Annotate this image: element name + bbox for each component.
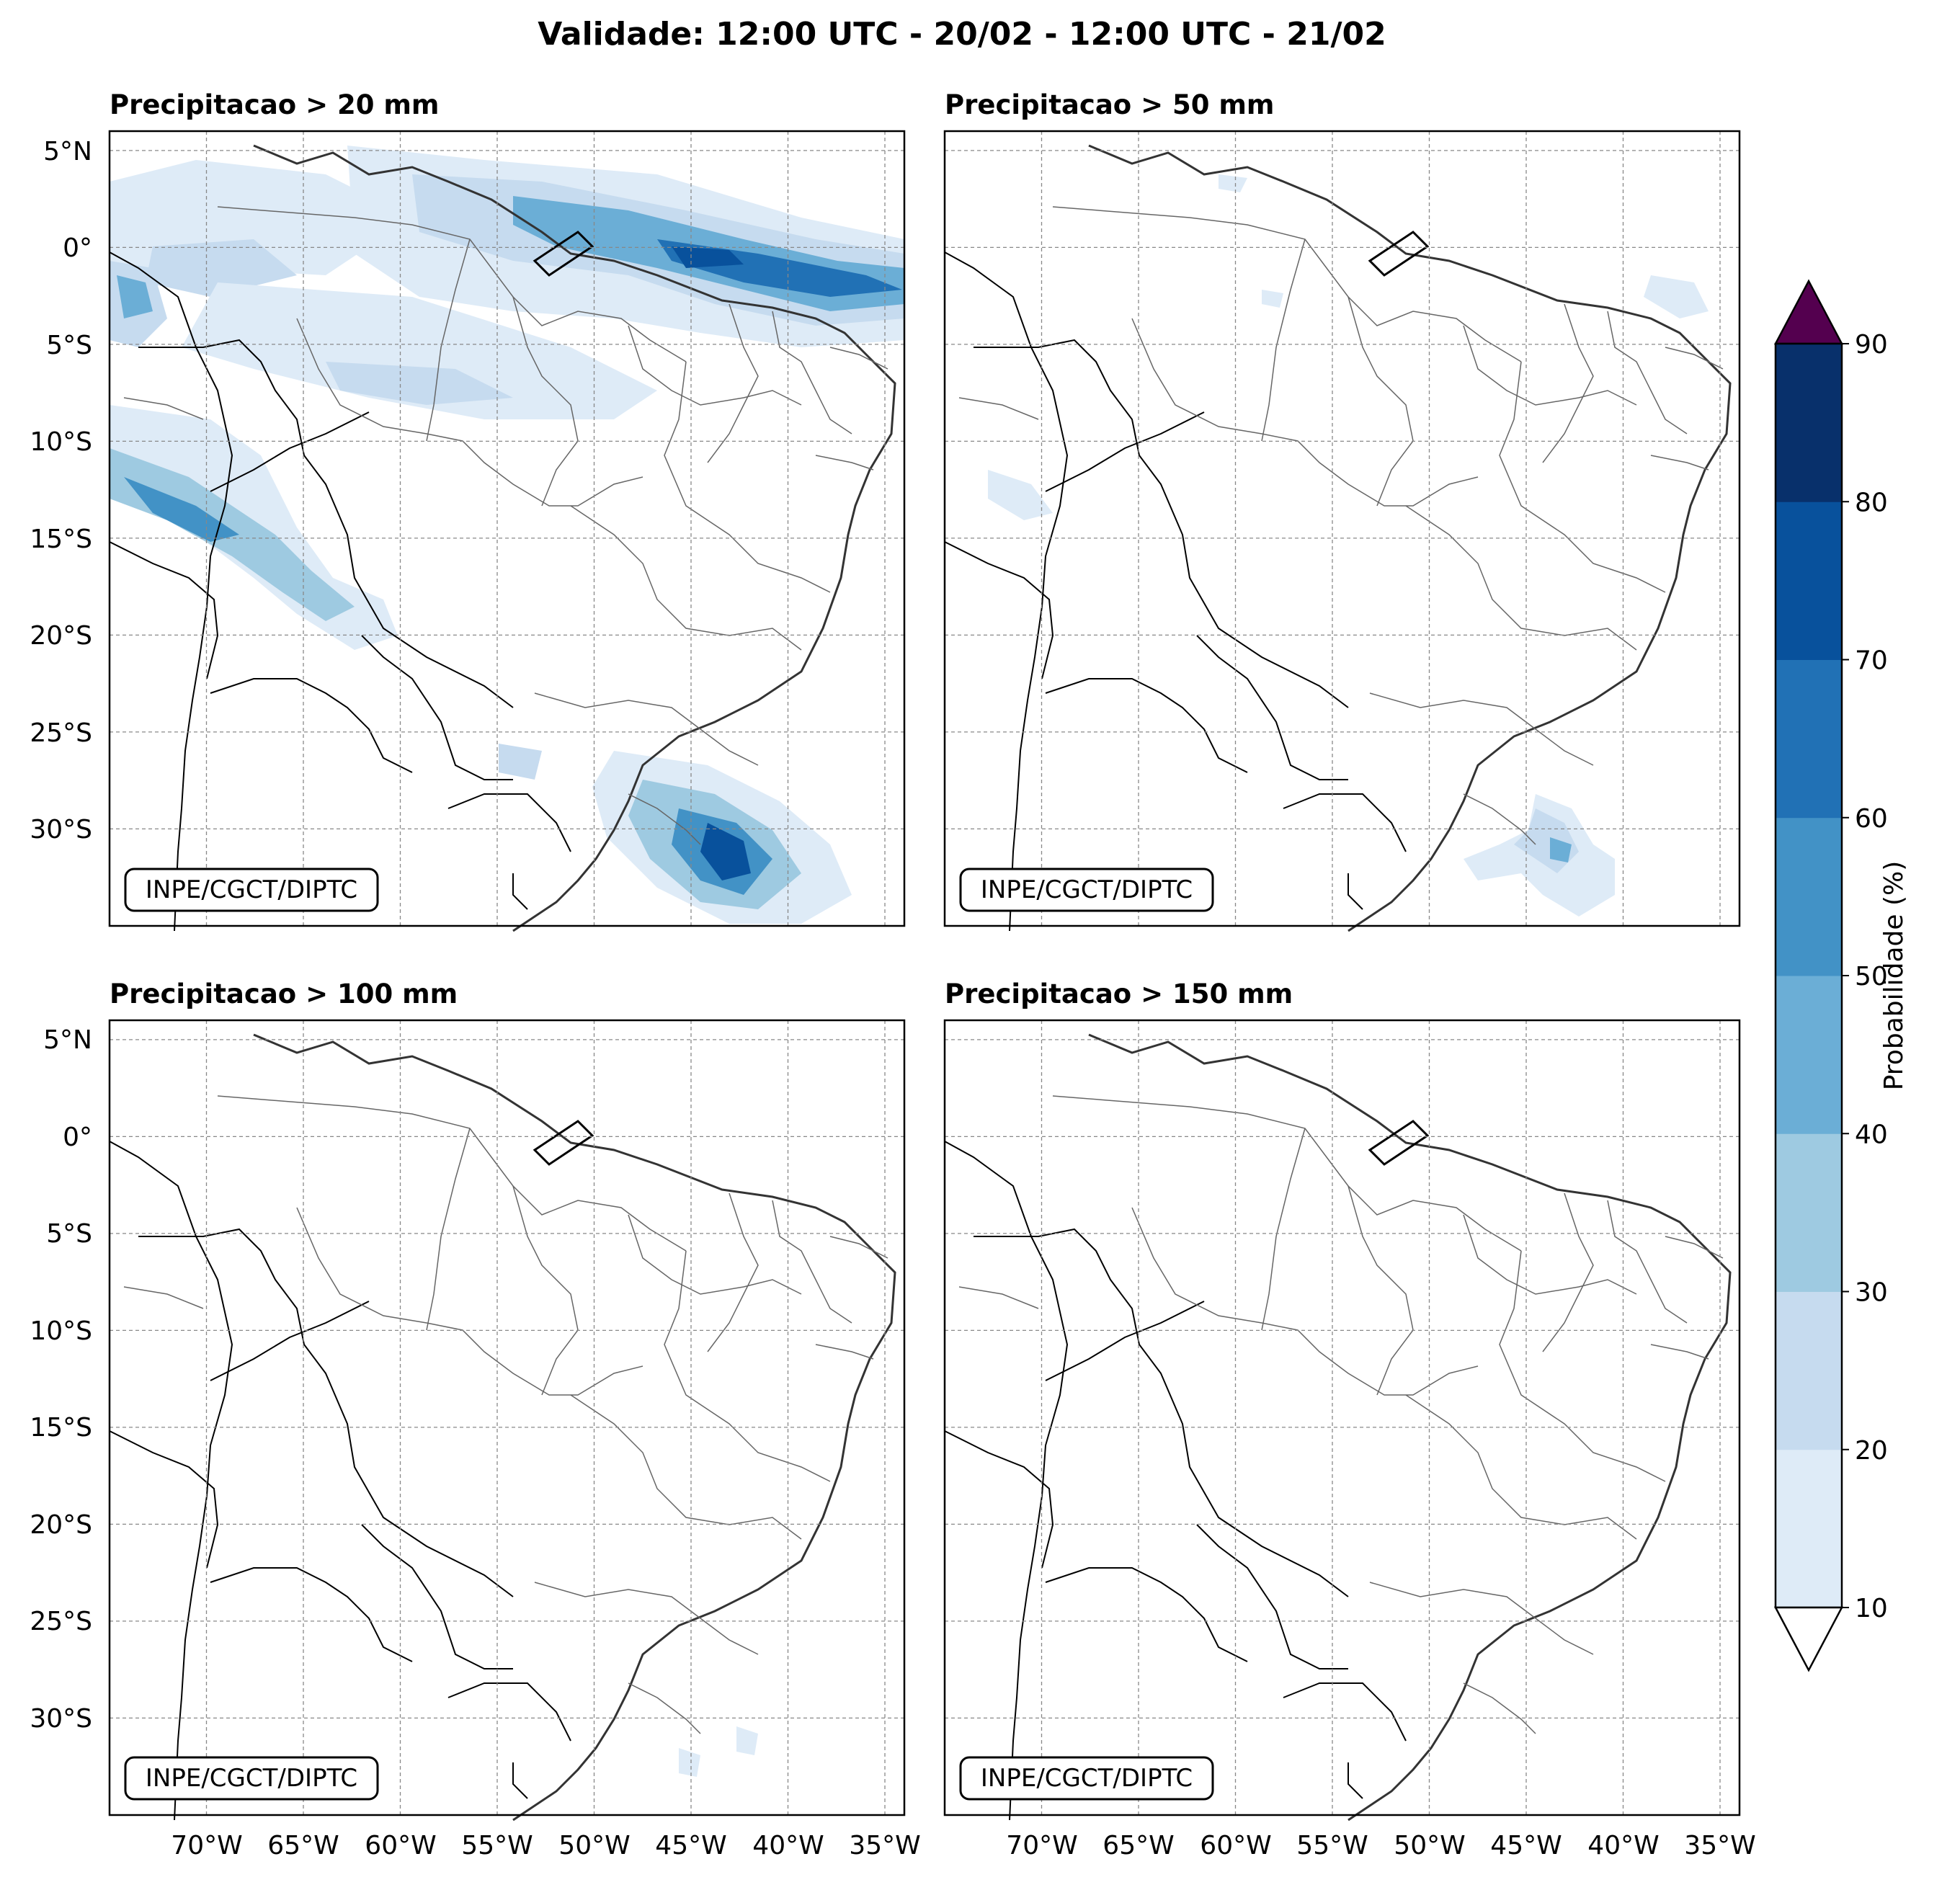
colorbar: 10 20 30 40 50 60 70 80 90 Probabilidade (%) <box>1773 279 1909 1672</box>
panel-4-map <box>943 1019 1741 1822</box>
colorbar-tick-label: 20 <box>1855 1436 1888 1466</box>
panel-1-title: Precipitacao > 20 mm <box>110 89 439 120</box>
colorbar-tick-label: 70 <box>1855 646 1888 676</box>
lon-label: 45°W <box>655 1831 726 1860</box>
panel-1-probability-field <box>110 146 904 924</box>
colorbar-segment <box>1776 1449 1842 1608</box>
panel-3-title: Precipitacao > 100 mm <box>110 978 458 1009</box>
lat-labels-bottom: 5°N 0° 5°S 10°S 15°S 20°S 25°S 30°S <box>30 1025 92 1734</box>
lon-label: 55°W <box>1296 1831 1368 1860</box>
panel-2: Precipitacao > 50 mm INPE/CGCT/DIPTC <box>943 89 1741 932</box>
colorbar-label: Probabilidade (%) <box>1879 861 1909 1091</box>
lon-labels-left: 70°W 65°W 60°W 55°W 50°W 45°W 40°W 35°W <box>171 1831 920 1860</box>
colorbar-tick-label: 40 <box>1855 1120 1888 1149</box>
colorbar-under-triangle <box>1773 1606 1844 1672</box>
lon-label: 70°W <box>1006 1831 1077 1860</box>
lon-labels-right: 70°W 65°W 60°W 55°W 50°W 45°W 40°W 35°W <box>1006 1831 1755 1860</box>
panel-3: Precipitacao > 100 mm INPE/CGCT/DIPTC <box>108 978 906 1822</box>
panel-4-title: Precipitacao > 150 mm <box>945 978 1293 1009</box>
colorbar-segment <box>1776 659 1842 819</box>
lon-label: 70°W <box>171 1831 242 1860</box>
panel-4-credit: INPE/CGCT/DIPTC <box>981 1764 1193 1793</box>
lon-label: 50°W <box>1394 1831 1465 1860</box>
colorbar-over-triangle <box>1773 279 1844 345</box>
colorbar-segments <box>1776 344 1842 1608</box>
panel-2-credit: INPE/CGCT/DIPTC <box>981 875 1193 904</box>
lon-label: 40°W <box>752 1831 824 1860</box>
lat-label: 10°S <box>30 427 92 457</box>
panel-3-map <box>108 1019 906 1822</box>
panel-1-credit-box: INPE/CGCT/DIPTC <box>124 868 379 912</box>
colorbar-segment <box>1776 1133 1842 1292</box>
panel-1-credit: INPE/CGCT/DIPTC <box>146 875 357 904</box>
lat-label: 30°S <box>30 815 92 844</box>
colorbar-tick-label: 10 <box>1855 1594 1888 1623</box>
lat-label: 0° <box>63 233 92 263</box>
figure-title: Validade: 12:00 UTC - 20/02 - 12:00 UTC … <box>538 16 1386 53</box>
colorbar-tick-label: 50 <box>1855 962 1888 991</box>
lon-label: 60°W <box>365 1831 436 1860</box>
lon-label: 45°W <box>1490 1831 1562 1860</box>
lat-label: 25°S <box>30 718 92 748</box>
lat-label: 20°S <box>30 621 92 651</box>
panel-2-probability-field <box>988 174 1709 917</box>
lat-label: 0° <box>63 1123 92 1152</box>
colorbar-segment <box>1776 817 1842 976</box>
lat-labels-top: 5°N 0° 5°S 10°S 15°S 20°S 25°S 30°S <box>30 137 92 844</box>
colorbar-ticks: 10 20 30 40 50 60 70 80 90 <box>1842 330 1888 1623</box>
panel-1-gridlines <box>110 131 904 926</box>
lon-label: 40°W <box>1587 1831 1659 1860</box>
lat-label: 5°S <box>46 331 92 360</box>
panel-2-credit-box: INPE/CGCT/DIPTC <box>959 868 1214 912</box>
lat-label: 20°S <box>30 1510 92 1540</box>
lon-label: 55°W <box>461 1831 533 1860</box>
colorbar-segment <box>1776 344 1842 502</box>
colorbar-tick-label: 60 <box>1855 804 1888 834</box>
lon-label: 35°W <box>1684 1831 1755 1860</box>
panel-4-credit-box: INPE/CGCT/DIPTC <box>959 1756 1214 1801</box>
colorbar-segment <box>1776 976 1842 1134</box>
colorbar-segment <box>1776 1291 1842 1450</box>
lat-label: 5°N <box>43 137 92 166</box>
panel-3-credit-box: INPE/CGCT/DIPTC <box>124 1756 379 1801</box>
colorbar-tick-label: 30 <box>1855 1278 1888 1308</box>
lon-label: 60°W <box>1200 1831 1271 1860</box>
panel-1: Precipitacao > 20 mm <box>108 89 906 932</box>
panel-2-map <box>943 130 1741 932</box>
lon-label: 65°W <box>1102 1831 1174 1860</box>
panel-2-title: Precipitacao > 50 mm <box>945 89 1274 120</box>
lat-label: 5°S <box>46 1219 92 1249</box>
lat-label: 10°S <box>30 1316 92 1346</box>
lat-label: 5°N <box>43 1025 92 1055</box>
colorbar-segment <box>1776 501 1842 660</box>
colorbar-tick-label: 80 <box>1855 488 1888 517</box>
colorbar-tick-label: 90 <box>1855 330 1888 360</box>
panel-1-map <box>108 130 906 932</box>
panel-4: Precipitacao > 150 mm INPE/CGCT/DIPTC <box>943 978 1741 1822</box>
lat-label: 25°S <box>30 1607 92 1636</box>
lon-label: 65°W <box>267 1831 339 1860</box>
lat-label: 30°S <box>30 1704 92 1734</box>
lon-label: 50°W <box>558 1831 630 1860</box>
lat-label: 15°S <box>30 525 92 554</box>
panel-3-credit: INPE/CGCT/DIPTC <box>146 1764 357 1793</box>
lat-label: 15°S <box>30 1413 92 1443</box>
lon-label: 35°W <box>849 1831 920 1860</box>
panel-3-probability-field <box>679 1726 758 1777</box>
